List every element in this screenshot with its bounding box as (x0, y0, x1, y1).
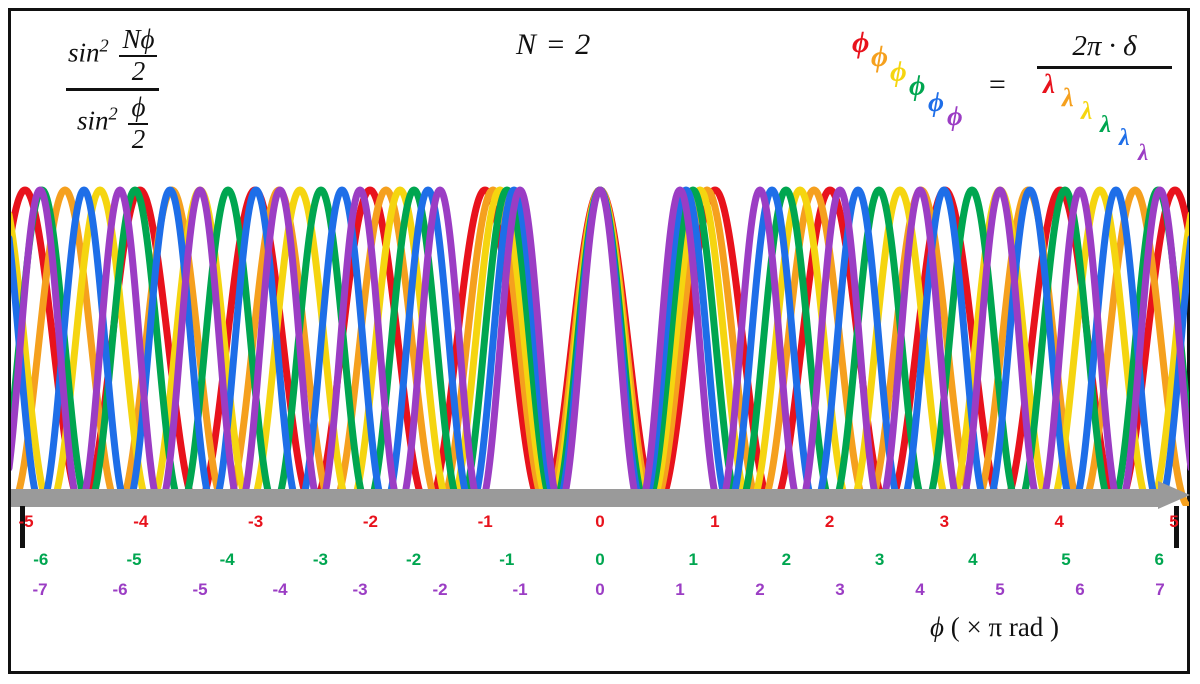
lambda-symbol-2: λ (1081, 97, 1093, 125)
phi-symbol-1: ϕ (871, 41, 889, 73)
lambda-symbol-5: λ (1138, 140, 1149, 165)
phi-symbol-3: ϕ (909, 71, 926, 102)
phi-symbol-0: ϕ (852, 26, 870, 59)
tick-row-purple: -7 -6 -5 -4 -3 -2 -1 0 1 2 3 4 5 6 7 (0, 580, 1200, 606)
tick-label-green-scale--3: -3 (312, 550, 328, 569)
phi-symbol-5: ϕ (947, 101, 963, 131)
tick-label-purple-scale--1: -1 (512, 580, 528, 599)
lambda-symbol-0: λ (1043, 69, 1055, 99)
tick-row-red: -5 -4 -3 -2 -1 0 1 2 3 4 5 (0, 512, 1200, 538)
lambda-symbol-1: λ (1062, 83, 1074, 112)
tick-label-red-scale-5: 5 (1169, 512, 1179, 531)
tick-label-green-scale-0: 0 (595, 550, 605, 569)
tick-label-purple-scale-2: 2 (755, 580, 765, 599)
tick-label-green-scale-5: 5 (1061, 550, 1071, 569)
axis-right-end-marker (1174, 506, 1179, 548)
tick-label-purple-scale--7: -7 (32, 580, 48, 599)
interference-plot (11, 186, 1189, 506)
x-axis-arrowhead (1158, 481, 1190, 509)
tick-label-red-scale--4: -4 (133, 512, 149, 531)
denominator-sin: sin (77, 105, 109, 136)
tick-label-red-scale-4: 4 (1054, 512, 1064, 531)
tick-label-purple-scale--6: -6 (112, 580, 128, 599)
numerator-frac-bottom: 2 (131, 55, 146, 86)
tick-label-red-scale--3: -3 (248, 512, 264, 531)
n-value-label: N = 2 (516, 28, 592, 61)
lambda-symbol-3: λ (1100, 111, 1111, 138)
tick-label-red-scale--1: -1 (477, 512, 493, 531)
numerator-exponent: 2 (99, 35, 109, 56)
axis-left-end-marker (20, 506, 25, 548)
main-fraction-bar (66, 88, 160, 92)
tick-label-red-scale--2: -2 (362, 512, 378, 531)
tick-label-purple-scale-7: 7 (1155, 580, 1165, 599)
numerator-frac-bar (119, 54, 158, 57)
phase-numerator: 2π · δ (1072, 30, 1137, 62)
tick-label-red-scale-0: 0 (595, 512, 605, 531)
x-axis-symbol: ϕ (930, 612, 944, 642)
tick-label-purple-scale--2: -2 (432, 580, 448, 599)
tick-label-purple-scale-1: 1 (675, 580, 685, 599)
denominator-frac-bar (128, 122, 149, 125)
denominator-frac-bottom: 2 (131, 123, 146, 154)
tick-label-purple-scale-3: 3 (835, 580, 845, 599)
tick-label-green-scale-4: 4 (968, 550, 978, 569)
tick-label-purple-scale-5: 5 (995, 580, 1005, 599)
numerator-frac-top: Nϕ (122, 24, 155, 54)
tick-label-purple-scale--5: -5 (192, 580, 208, 599)
tick-label-red-scale-3: 3 (939, 512, 950, 531)
tick-label-green-scale--1: -1 (499, 550, 515, 569)
lambda-symbol-4: λ (1119, 125, 1130, 151)
phase-fraction-bar (1037, 66, 1172, 69)
curve-group (11, 186, 1189, 506)
tick-label-purple-scale--3: -3 (352, 580, 368, 599)
x-axis-units: ( × π rad ) (950, 612, 1060, 642)
tick-label-green-scale--4: -4 (219, 550, 235, 569)
tick-label-green-scale-2: 2 (781, 550, 792, 569)
tick-label-purple-scale-4: 4 (915, 580, 925, 599)
tick-label-purple-scale--4: -4 (272, 580, 288, 599)
tick-label-purple-scale-6: 6 (1075, 580, 1085, 599)
tick-label-green-scale-3: 3 (874, 550, 885, 569)
denominator-exponent: 2 (108, 103, 118, 124)
curve-purple (11, 186, 1189, 506)
tick-label-green-scale--5: -5 (126, 550, 142, 569)
tick-label-red-scale-2: 2 (824, 512, 835, 531)
phi-symbol-2: ϕ (890, 56, 907, 88)
tick-label-purple-scale-0: 0 (595, 580, 605, 599)
tick-label-green-scale--6: -6 (33, 550, 49, 569)
tick-label-green-scale-6: 6 (1154, 550, 1164, 569)
x-axis-label: ϕ ( × π rad ) (930, 612, 1059, 643)
numerator-sin: sin (68, 37, 100, 68)
tick-row-green: -6 -5 -4 -3 -2 -1 0 1 2 3 4 5 6 (0, 550, 1200, 576)
tick-label-red-scale--5: -5 (18, 512, 34, 531)
denominator-frac-top: ϕ (131, 92, 146, 123)
x-axis-bar (11, 489, 1161, 507)
tick-label-red-scale-1: 1 (710, 512, 720, 531)
tick-label-green-scale--2: -2 (406, 550, 422, 569)
tick-label-green-scale-1: 1 (688, 550, 698, 569)
phi-symbol-4: ϕ (928, 86, 944, 117)
equals-sign: = (987, 68, 1008, 101)
intensity-formula: sin2 Nϕ 2 sin2 ϕ 2 (62, 24, 163, 155)
